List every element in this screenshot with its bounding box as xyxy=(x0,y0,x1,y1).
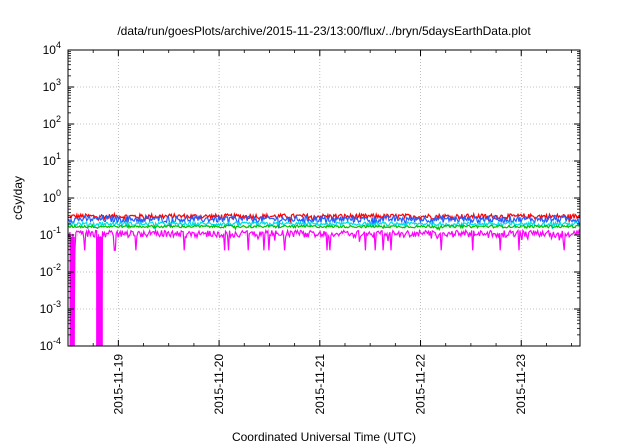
y-tick-labels: 10-4 10-3 10-2 10-1 100 101 102 103 104 xyxy=(40,40,61,353)
series-lines xyxy=(67,211,581,347)
x-tick-label: 2015-11-23 xyxy=(514,354,528,415)
y-tick-label: 10-2 xyxy=(40,262,61,279)
series-line xyxy=(67,223,580,232)
y-tick-label: 10-3 xyxy=(40,299,61,316)
x-tick-label: 2015-11-22 xyxy=(414,354,428,415)
y-tick-label: 101 xyxy=(43,151,61,168)
y-axis-label: cGy/day xyxy=(11,176,25,220)
y-tick-label: 10-4 xyxy=(40,336,61,353)
y-tick-label: 104 xyxy=(43,40,61,57)
y-tick-label: 102 xyxy=(43,114,61,131)
chart-title: /data/run/goesPlots/archive/2015-11-23/1… xyxy=(117,24,531,38)
series-line xyxy=(67,228,581,347)
y-tick-label: 103 xyxy=(43,77,61,94)
y-tick-label: 10-1 xyxy=(40,225,61,242)
x-tick-label: 2015-11-21 xyxy=(313,354,327,415)
x-tick-labels: 2015-11-19 2015-11-20 2015-11-21 2015-11-22… xyxy=(111,354,528,415)
x-tick-label: 2015-11-20 xyxy=(212,354,226,415)
axis-ticks xyxy=(68,49,580,347)
grid xyxy=(68,50,580,346)
series-line xyxy=(67,214,581,229)
y-tick-label: 100 xyxy=(43,188,61,205)
x-axis-label: Coordinated Universal Time (UTC) xyxy=(232,430,416,444)
series-line xyxy=(67,219,581,230)
x-tick-label: 2015-11-19 xyxy=(111,354,125,415)
